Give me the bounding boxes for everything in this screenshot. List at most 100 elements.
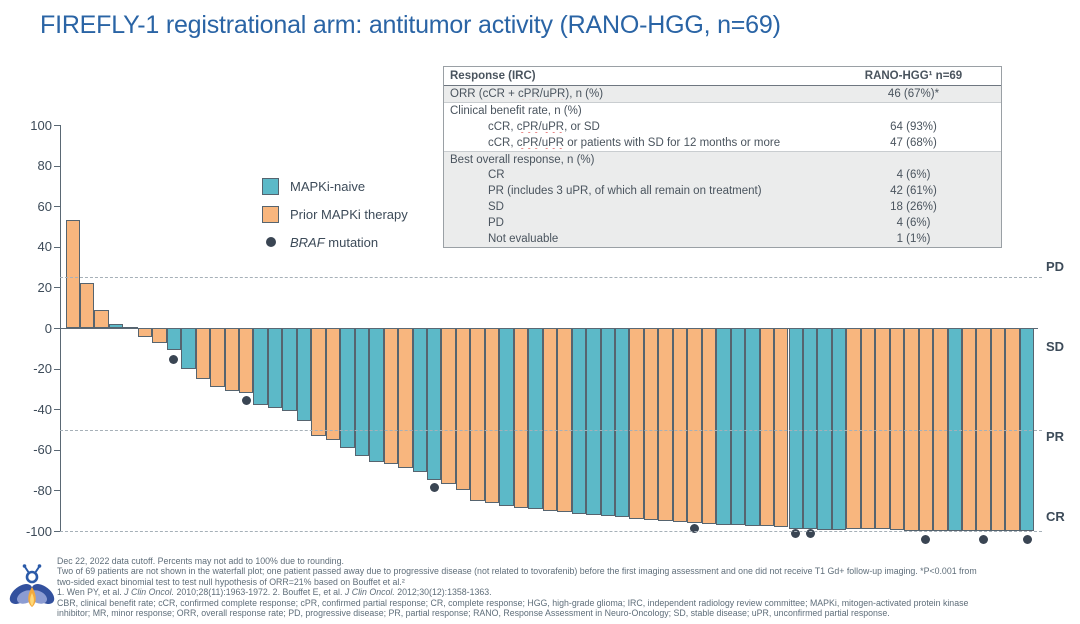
table-row-label: cCR, cPR/uPR or patients with SD for 12 …	[488, 136, 781, 149]
y-tick-label: 40	[37, 239, 52, 255]
waterfall-bar	[643, 328, 659, 520]
table-row-label: cCR, cPR/uPR, or SD	[488, 120, 600, 133]
table-row-value: 4 (6%)	[896, 169, 931, 182]
braf-mutation-dot	[1022, 534, 1032, 544]
waterfall-bar	[484, 328, 500, 503]
waterfall-bar	[311, 328, 326, 436]
waterfall-bar	[94, 309, 109, 328]
braf-mutation-dot	[241, 395, 251, 405]
table-row: CR 4 (6%)	[444, 167, 1001, 184]
reference-line--100	[60, 531, 1042, 532]
legend-item: BRAF mutation	[262, 232, 408, 252]
table-row: cCR, cPR/uPR, or SD 64 (93%)	[444, 119, 1001, 135]
table-row: PD 4 (6%)	[444, 215, 1001, 232]
table-row-label: PR (includes 3 uPR, of which all remain …	[488, 185, 762, 198]
y-tick-label: -40	[33, 401, 52, 417]
legend-label: MAPKi-naive	[290, 178, 366, 194]
waterfall-bar	[369, 328, 384, 462]
waterfall-bar	[730, 328, 746, 526]
legend-label: BRAF mutation	[290, 234, 379, 250]
waterfall-bar	[166, 328, 182, 351]
waterfall-bar	[412, 328, 427, 473]
y-tick-label: 100	[30, 117, 52, 133]
zone-label-CR: CR	[1046, 508, 1065, 524]
waterfall-bar	[687, 328, 702, 523]
footnote-line: two-sided exact binomial test to test nu…	[57, 576, 405, 587]
waterfall-bar	[65, 220, 80, 328]
table-row-label: PD	[488, 217, 504, 230]
page-title: FIREFLY-1 registrational arm: antitumor …	[40, 11, 781, 39]
footnote-line: inhibitor; MR, minor response; ORR, over…	[57, 608, 890, 619]
waterfall-bar	[499, 328, 514, 506]
chart-legend: MAPKi-naive Prior MAPKi therapy BRAF mutat…	[262, 176, 408, 260]
braf-mutation-dot	[921, 534, 931, 544]
waterfall-bar	[759, 328, 775, 527]
zero-baseline	[60, 328, 1038, 329]
y-tick-mark	[54, 246, 60, 248]
waterfall-bar	[528, 328, 543, 509]
table-row-value: 4 (6%)	[896, 217, 931, 230]
response-table: Response (IRC) RANO-HGG¹ n=69 ORR (cCR +…	[443, 66, 1002, 248]
y-tick-mark	[54, 206, 60, 208]
table-row-label: Best overall response, n (%)	[450, 153, 595, 166]
y-tick-label: -100	[25, 523, 52, 539]
table-row: Not evaluable 1 (1%)	[444, 231, 1001, 247]
waterfall-bar	[571, 328, 587, 514]
response-table-header: Response (IRC) RANO-HGG¹ n=69	[444, 67, 1001, 86]
waterfall-bar	[846, 328, 861, 529]
table-row-value: 47 (68%)	[890, 136, 937, 149]
table-row: Best overall response, n (%)	[444, 150, 1001, 168]
waterfall-bar	[672, 328, 688, 522]
waterfall-bar	[239, 328, 254, 393]
waterfall-bar	[455, 328, 471, 491]
braf-mutation-dot	[690, 524, 699, 534]
response-table-body: ORR (cCR + cPR/uPR), n (%) 46 (67%)* Clini…	[444, 86, 1001, 247]
table-header-label: Response (IRC)	[450, 70, 536, 82]
waterfall-bar	[253, 328, 268, 406]
braf-mutation-dot	[979, 534, 989, 544]
zone-label-SD: SD	[1046, 339, 1065, 355]
braf-dot-icon	[266, 237, 276, 247]
waterfall-bar	[282, 328, 297, 412]
table-row-label: Clinical benefit rate, n (%)	[450, 104, 582, 117]
y-tick-label: -60	[33, 442, 52, 458]
table-row: Clinical benefit rate, n (%)	[444, 101, 1001, 119]
braf-mutation-dot	[791, 528, 801, 538]
waterfall-bar	[658, 328, 673, 521]
waterfall-bar	[470, 328, 485, 501]
y-tick-label: -80	[33, 482, 52, 498]
y-tick-label: -20	[33, 361, 52, 377]
table-row-value: 46 (67%)*	[887, 87, 940, 100]
y-tick-mark	[54, 449, 60, 451]
waterfall-bar	[600, 328, 615, 516]
waterfall-bar	[513, 328, 529, 508]
waterfall-bar	[108, 323, 124, 328]
waterfall-bar	[788, 328, 803, 529]
table-row: SD 18 (26%)	[444, 199, 1001, 216]
waterfall-bar	[354, 328, 370, 456]
legend-label: Prior MAPKi therapy	[290, 206, 408, 222]
table-row-label: Not evaluable	[488, 232, 559, 245]
waterfall-bar	[79, 283, 95, 328]
y-tick-mark	[54, 287, 60, 289]
table-row-label: CR	[488, 169, 505, 182]
waterfall-bar	[745, 328, 760, 526]
braf-mutation-dot	[429, 482, 439, 492]
reference-line--50	[60, 429, 1042, 431]
waterfall-bar	[210, 328, 225, 387]
prior-swatch-icon	[262, 205, 279, 223]
waterfall-bar	[701, 328, 717, 524]
y-tick-mark	[54, 125, 60, 126]
legend-item: MAPKi-naive	[262, 176, 408, 196]
waterfall-bar	[629, 328, 644, 519]
zone-label-PR: PR	[1046, 428, 1065, 444]
y-tick-mark	[54, 368, 60, 370]
reference-line-25	[60, 277, 1042, 279]
waterfall-bar	[614, 328, 630, 517]
waterfall-bar	[716, 328, 731, 525]
waterfall-bar	[181, 328, 196, 369]
zone-label-PD: PD	[1046, 259, 1065, 275]
table-row-value: 18 (26%)	[890, 201, 937, 214]
y-tick-label: 80	[37, 158, 52, 174]
